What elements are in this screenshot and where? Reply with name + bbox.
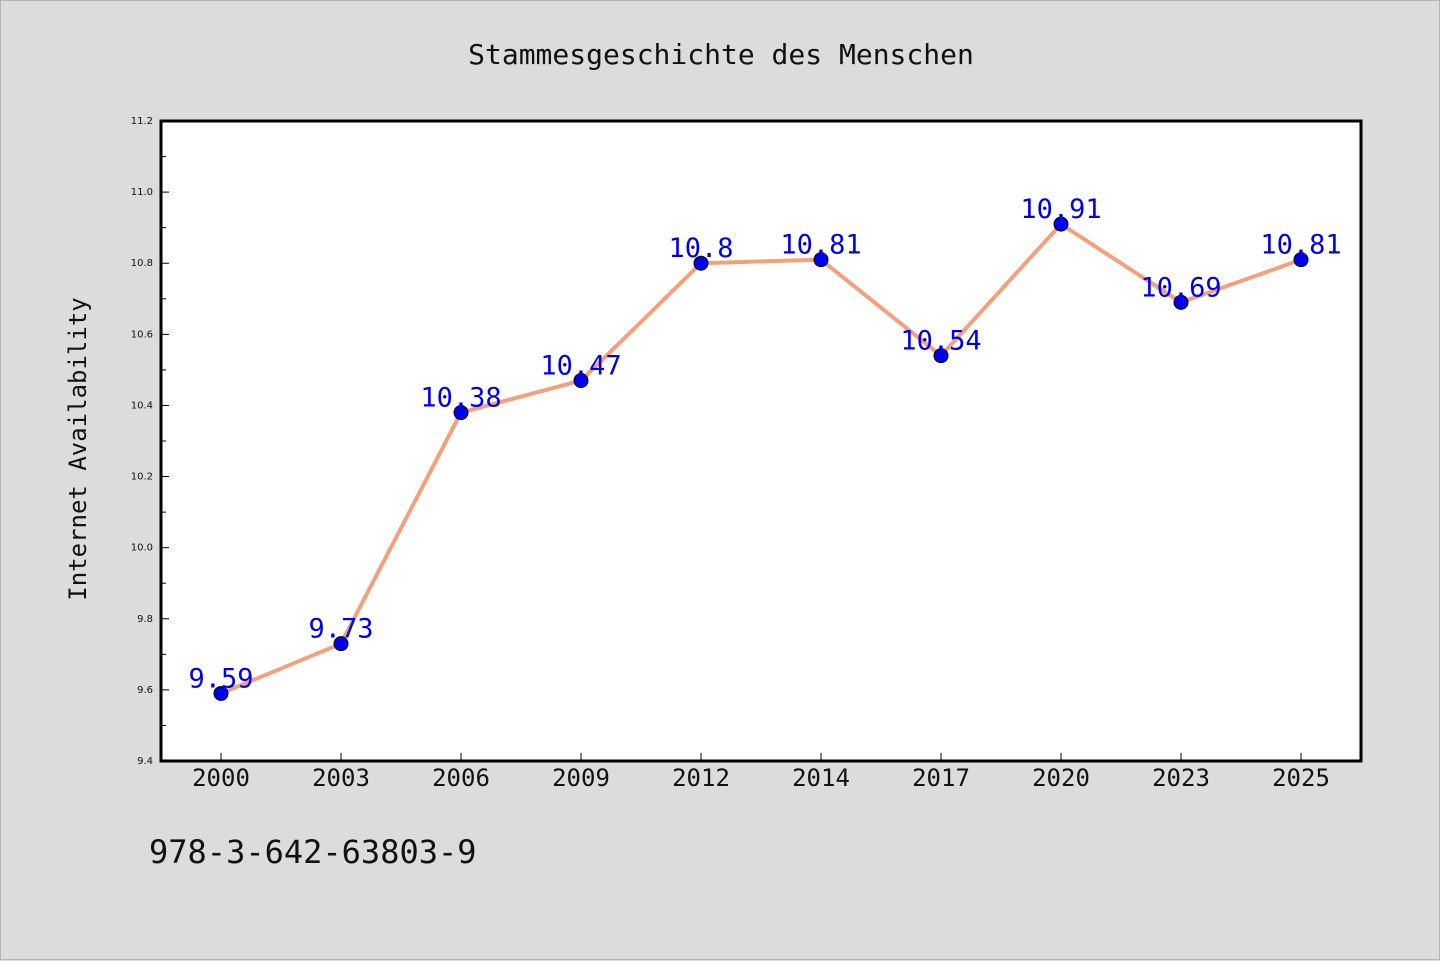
data-label: 9.73 [308, 614, 373, 645]
y-tick-label: 11.2 [131, 116, 153, 127]
data-label: 10.69 [1140, 272, 1221, 303]
y-tick-label: 9.4 [137, 756, 153, 767]
data-label: 10.38 [420, 383, 501, 414]
y-tick-label: 10.6 [131, 329, 153, 340]
x-tick-label: 2025 [1272, 764, 1330, 792]
series-line [219, 222, 1303, 696]
data-label: 10.54 [900, 326, 981, 357]
plot-area [159, 119, 1363, 763]
y-tick-label: 10.0 [131, 543, 153, 554]
data-point [333, 636, 349, 652]
x-tick-label: 2017 [912, 764, 970, 792]
data-label: 9.59 [188, 663, 253, 694]
y-tick-label: 10.4 [131, 400, 153, 411]
data-point [453, 405, 469, 421]
data-point [1293, 252, 1309, 268]
y-tick-label: 9.8 [137, 614, 153, 625]
x-tick-label: 2000 [192, 764, 250, 792]
x-tick-label: 2023 [1152, 764, 1210, 792]
y-tick-label: 9.6 [137, 685, 153, 696]
data-point [693, 255, 709, 271]
data-point [213, 685, 229, 701]
x-tick-label: 2012 [672, 764, 730, 792]
data-label: 10.81 [1260, 230, 1341, 261]
y-tick-label: 11.0 [131, 187, 153, 198]
isbn-footer: 978-3-642-63803-9 [149, 833, 477, 871]
chart-title: Stammesgeschichte des Menschen [468, 38, 974, 71]
data-point [813, 252, 829, 268]
data-label: 10.81 [780, 230, 861, 261]
x-tick-label: 2006 [432, 764, 490, 792]
plot-layer: 9.4 9.6 9.8 10.0 10.2 10.4 10.6 10.8 11.0 11.2 200… [131, 116, 1363, 792]
data-point [1053, 216, 1069, 232]
data-label: 10.91 [1020, 194, 1101, 225]
data-label: 10.47 [540, 351, 621, 382]
x-tick-label: 2014 [792, 764, 850, 792]
x-tick-label: 2020 [1032, 764, 1090, 792]
y-axis-label: Internet Availability [64, 297, 92, 600]
data-point [573, 373, 589, 389]
data-point [933, 348, 949, 364]
y-tick-label: 10.2 [131, 472, 153, 483]
x-tick-label: 2003 [312, 764, 370, 792]
x-tick-label: 2009 [552, 764, 610, 792]
data-point [1173, 294, 1189, 310]
y-tick-label: 10.8 [131, 258, 153, 269]
data-label: 10.8 [668, 233, 733, 264]
